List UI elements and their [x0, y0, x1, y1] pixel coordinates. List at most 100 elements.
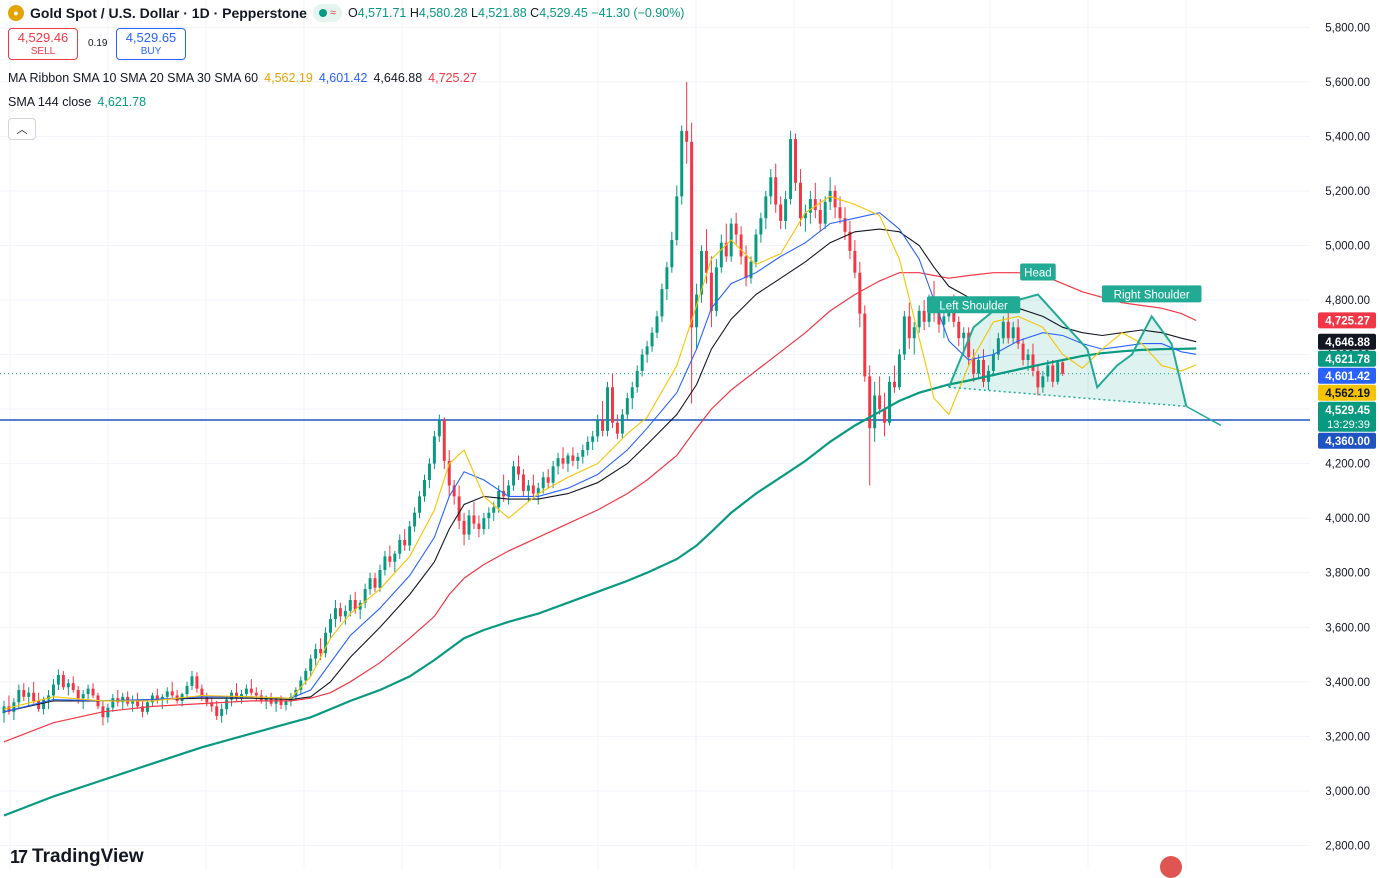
high-label: H — [409, 6, 419, 20]
candle-body — [141, 706, 144, 712]
candle-body — [437, 420, 441, 437]
candle-body — [279, 699, 283, 705]
sell-button[interactable]: 4,529.46 SELL — [8, 28, 78, 60]
low-label: L — [471, 6, 478, 20]
candle-body — [235, 692, 238, 699]
candle-body — [833, 190, 837, 208]
candle-body — [220, 709, 224, 716]
candle-body — [81, 694, 85, 699]
candle-body — [541, 477, 545, 489]
open-label: O — [347, 6, 358, 20]
candle-body — [536, 488, 540, 494]
buy-button[interactable]: 4,529.65 BUY — [116, 28, 186, 60]
candle-body — [165, 691, 169, 697]
symbol-title[interactable]: Gold Spot / U.S. Dollar · 1D · Peppersto… — [30, 5, 307, 21]
sell-label: SELL — [30, 45, 56, 57]
candle-body — [700, 250, 704, 295]
sma144-legend[interactable]: SMA 144 close 4,621.78 — [8, 95, 146, 109]
candle-body — [363, 589, 367, 603]
grid-lines — [0, 0, 1310, 870]
candle-body — [838, 207, 842, 219]
y-tick-label: 3,000.00 — [1325, 786, 1370, 798]
candle-body — [818, 210, 822, 224]
candle-body — [996, 338, 1000, 355]
candle-body — [798, 182, 802, 219]
candle-body — [27, 692, 31, 697]
candle-body — [106, 707, 110, 718]
candle-body — [512, 466, 516, 486]
sma144-label: SMA 144 close — [8, 95, 92, 109]
candle-body — [338, 608, 342, 617]
candle-body — [848, 231, 852, 251]
candle-body — [888, 381, 891, 423]
candle-body — [1036, 370, 1040, 388]
candle-body — [432, 436, 436, 464]
candle-body — [497, 490, 501, 508]
candle-body — [274, 699, 278, 704]
low-value: 4,521.88 — [478, 6, 527, 20]
candle-body — [1001, 321, 1005, 339]
price-badge-label: 4,725.27 — [1325, 315, 1370, 327]
candle-body — [813, 199, 817, 210]
pattern-label: Right Shoulder — [1114, 289, 1190, 301]
candle-body — [210, 702, 214, 707]
candle-body — [902, 316, 906, 355]
candle-body — [581, 450, 585, 457]
candle-body — [477, 523, 481, 530]
price-badge-label: 4,646.88 — [1325, 337, 1370, 349]
candlesticks — [2, 81, 1065, 726]
price-badge-label: 4,621.78 — [1325, 354, 1370, 366]
candle-body — [858, 272, 862, 314]
pattern-label-bg — [1020, 263, 1056, 281]
candle-body — [1006, 321, 1010, 339]
y-tick-label: 2,800.00 — [1325, 840, 1370, 852]
candle-body — [734, 223, 738, 235]
y-tick-label: 4,800.00 — [1325, 295, 1370, 307]
head-shoulders-pattern[interactable]: Left Shoulder Head Right Shoulder — [927, 263, 1222, 427]
candle-body — [388, 556, 392, 562]
candle-body — [709, 272, 713, 311]
price-badge-label: 4,601.42 — [1325, 371, 1370, 383]
tradingview-logo: 17 TradingView — [10, 846, 144, 868]
candle-body — [551, 466, 555, 483]
pattern-label-bg — [927, 296, 1021, 314]
candle-body — [61, 675, 65, 688]
candle-body — [640, 354, 644, 371]
market-status-pill[interactable]: ≈ — [312, 4, 342, 22]
collapse-legend-button[interactable]: ︿ — [8, 118, 36, 140]
candle-body — [76, 690, 80, 699]
candle-body — [892, 381, 896, 388]
candle-body — [680, 130, 684, 197]
candle-body — [907, 316, 911, 339]
candle-body — [343, 610, 347, 617]
candle-body — [967, 332, 971, 358]
candle-body — [333, 608, 337, 620]
sma10-value: 4,562.19 — [264, 71, 313, 85]
candle-body — [472, 515, 476, 524]
candle-body — [7, 706, 11, 712]
candle-body — [42, 699, 46, 710]
brand-name: TradingView — [32, 846, 144, 867]
candle-body — [962, 332, 966, 339]
candle-body — [482, 518, 486, 530]
flag-icon[interactable] — [1160, 856, 1182, 878]
candle-body — [1016, 327, 1020, 344]
y-tick-label: 3,200.00 — [1325, 731, 1370, 743]
candle-body — [1041, 376, 1045, 388]
tv-logo-icon: 17 — [10, 846, 28, 867]
price-badge-bg — [1318, 432, 1376, 449]
candle-body — [546, 477, 550, 483]
candle-body — [398, 540, 402, 554]
candle-body — [650, 332, 654, 347]
y-tick-label: 5,400.00 — [1325, 131, 1370, 143]
ma-ribbon-legend[interactable]: MA Ribbon SMA 10 SMA 20 SMA 30 SMA 60 4,… — [8, 71, 477, 85]
candle-body — [843, 218, 847, 232]
price-badge-label: 4,529.45 — [1325, 405, 1370, 417]
candle-body — [873, 395, 877, 429]
candle-body — [66, 683, 70, 688]
candle-body — [1061, 362, 1065, 374]
candle-body — [665, 267, 669, 290]
ohlc-readout: O4,571.71 H4,580.28 L4,521.88 C4,529.45 … — [348, 6, 685, 20]
candle-body — [606, 387, 610, 431]
